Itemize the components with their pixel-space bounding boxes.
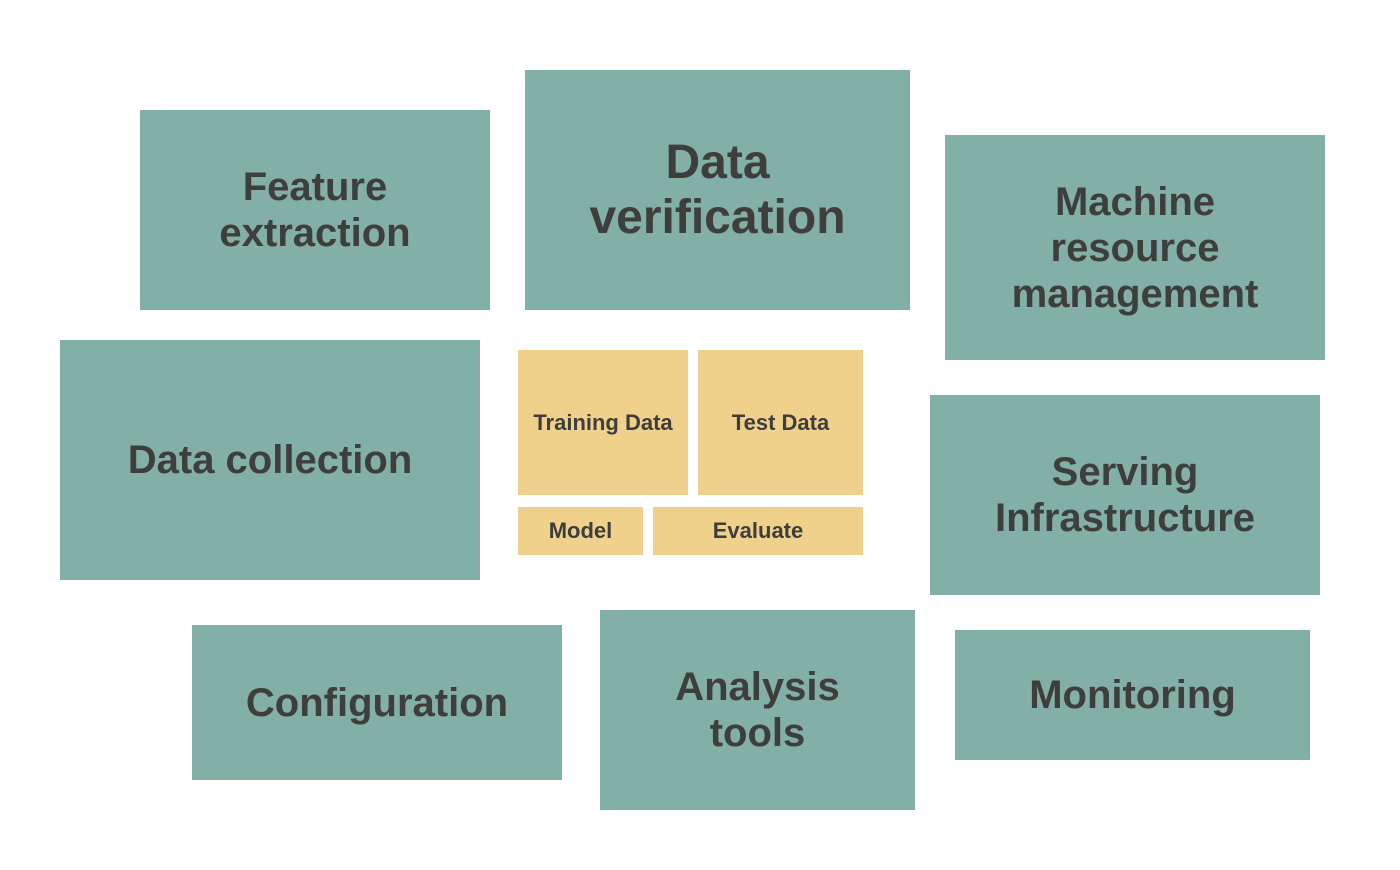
box-test-data: Test Data <box>698 350 863 495</box>
box-analysis-tools: Analysis tools <box>600 610 915 810</box>
box-label-evaluate: Evaluate <box>713 518 804 543</box>
box-configuration: Configuration <box>192 625 562 780</box>
box-data-verification: Data verification <box>525 70 910 310</box>
box-training-data: Training Data <box>518 350 688 495</box>
box-label-feature-extraction: Feature extraction <box>219 164 410 256</box>
box-label-monitoring: Monitoring <box>1029 672 1236 718</box>
box-label-data-verification: Data verification <box>589 135 845 245</box>
box-label-training-data: Training Data <box>533 410 672 435</box>
box-feature-extraction: Feature extraction <box>140 110 490 310</box>
box-monitoring: Monitoring <box>955 630 1310 760</box>
box-label-data-collection: Data collection <box>128 437 413 483</box>
box-label-analysis-tools: Analysis tools <box>675 664 840 756</box>
box-label-configuration: Configuration <box>246 680 508 726</box>
box-label-model: Model <box>549 518 613 543</box>
box-evaluate: Evaluate <box>653 507 863 555</box>
box-data-collection: Data collection <box>60 340 480 580</box>
box-label-test-data: Test Data <box>732 410 829 435</box>
box-label-machine-resource-management: Machine resource management <box>1012 179 1259 317</box>
box-machine-resource-management: Machine resource management <box>945 135 1325 360</box>
box-model: Model <box>518 507 643 555</box>
box-serving-infrastructure: Serving Infrastructure <box>930 395 1320 595</box>
box-label-serving-infrastructure: Serving Infrastructure <box>995 449 1255 541</box>
